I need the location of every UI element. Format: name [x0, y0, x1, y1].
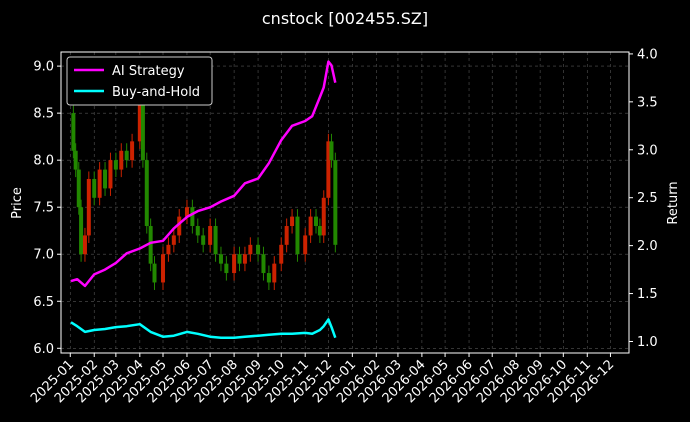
chart-title: cnstock [002455.SZ] — [262, 9, 428, 28]
candle-body — [317, 226, 322, 236]
candle-body — [76, 169, 81, 208]
y-tick-label: 9.0 — [33, 60, 54, 75]
candle-body — [272, 263, 277, 283]
grid-layer — [61, 52, 629, 353]
candle-body — [201, 235, 206, 245]
y-tick-label: 7.5 — [33, 201, 54, 216]
candle-body — [308, 216, 313, 236]
legend: AI Strategy Buy-and-Hold — [66, 56, 213, 106]
y2-tick-label: 2.0 — [637, 239, 658, 254]
candle-body — [213, 226, 218, 255]
candle-body — [137, 103, 142, 142]
candle-body — [144, 160, 149, 227]
left-axis: 6.0 6.5 7.0 7.5 8.0 8.5 9.0 — [33, 60, 61, 357]
candle-body — [303, 235, 308, 255]
candle-body — [279, 244, 284, 264]
candle-body — [161, 254, 166, 283]
y2-tick-label: 1.5 — [637, 287, 658, 302]
candle-body — [242, 254, 247, 264]
ai-strategy-line — [70, 60, 337, 288]
y-tick-label: 6.0 — [33, 342, 54, 357]
y-tick-label: 6.5 — [33, 295, 54, 310]
y-tick-label: 8.0 — [33, 154, 54, 169]
candle-body — [177, 216, 182, 236]
candle-body — [71, 113, 76, 151]
candle-body — [290, 216, 295, 227]
candles-layer — [71, 96, 338, 290]
candle-body — [148, 226, 153, 264]
candle-body — [92, 178, 97, 198]
candle-body — [190, 207, 195, 227]
candle-body — [224, 263, 229, 274]
candle-body — [124, 150, 129, 161]
candle-body — [321, 197, 326, 236]
lines-layer — [70, 60, 337, 339]
y2-tick-label: 3.0 — [637, 143, 658, 158]
candle-body — [218, 254, 223, 264]
candle-body — [171, 235, 176, 245]
candle-body — [166, 244, 171, 255]
candle-body — [256, 244, 261, 255]
candle-body — [284, 226, 289, 245]
plot-frame — [60, 51, 630, 354]
candle-body — [97, 169, 102, 198]
legend-label-buy-and-hold: Buy-and-Hold — [112, 85, 200, 100]
candle-body — [329, 141, 334, 161]
candle-body — [248, 244, 253, 255]
candle-body — [82, 235, 87, 255]
y2-axis-title: Return — [666, 181, 681, 224]
candle-body — [130, 141, 135, 161]
candle-body — [103, 169, 108, 189]
candle-body — [79, 207, 84, 255]
candle-body — [232, 254, 237, 274]
y2-tick-label: 1.0 — [637, 335, 658, 350]
candle-body — [113, 160, 118, 170]
y-tick-label: 7.0 — [33, 248, 54, 263]
candle-body — [140, 103, 145, 161]
candle-body — [295, 216, 300, 255]
y-tick-label: 8.5 — [33, 107, 54, 122]
buy-and-hold-line — [70, 318, 337, 339]
y2-tick-label: 2.5 — [637, 191, 658, 206]
candle-body — [184, 207, 189, 217]
candle-body — [108, 160, 113, 189]
candle-body — [208, 226, 213, 245]
right-axis: 1.0 1.5 2.0 2.5 3.0 3.5 4.0 — [629, 47, 658, 350]
candle-body — [261, 254, 266, 274]
y2-tick-label: 4.0 — [637, 47, 658, 62]
candle-body — [326, 141, 331, 198]
candle-body — [237, 254, 242, 264]
candle-body — [195, 226, 200, 236]
candle-body — [314, 216, 319, 227]
candle-body — [86, 178, 91, 236]
candle-body — [152, 263, 157, 283]
candle-body — [266, 273, 271, 283]
y-axis-title: Price — [10, 187, 25, 219]
candle-body — [119, 150, 124, 170]
candle-body — [73, 150, 78, 170]
y2-tick-label: 3.5 — [637, 95, 658, 110]
candle-body — [333, 160, 338, 245]
legend-label-ai-strategy: AI Strategy — [112, 64, 185, 79]
